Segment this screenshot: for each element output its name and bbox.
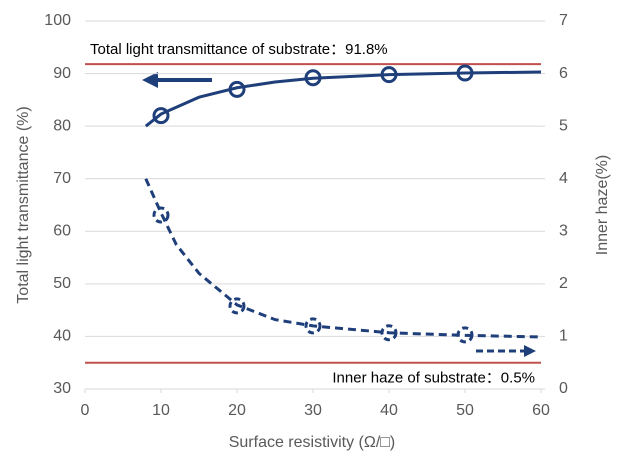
x-tick-label: 40	[380, 402, 398, 419]
y2-tick-label: 4	[559, 170, 568, 187]
x-tick-label: 50	[456, 402, 474, 419]
y-tick-label: 90	[53, 65, 71, 82]
reference-label: Inner haze of substrate：0.5%	[332, 370, 535, 387]
y2-tick-label: 6	[559, 65, 568, 82]
y2-tick-label: 5	[559, 117, 568, 134]
y2-tick-label: 0	[559, 380, 568, 397]
series-line	[144, 178, 542, 339]
x-axis-title: Surface resistivity (Ω/□)	[229, 434, 396, 451]
x-tick-label: 10	[152, 402, 170, 419]
y-tick-label: 60	[53, 223, 71, 240]
y-tick-label: 50	[53, 275, 71, 292]
series-line	[144, 70, 542, 128]
y-tick-label: 80	[53, 117, 71, 134]
y2-axis-title: Inner haze(%)	[594, 155, 611, 256]
y2-tick-label: 1	[559, 328, 568, 345]
y-axis-title: Total light transmittance (%)	[15, 106, 32, 303]
y-tick-label: 30	[53, 380, 71, 397]
reference-label: Total light transmittance of substrate：9…	[90, 41, 388, 58]
y-tick-label: 40	[53, 328, 71, 345]
y2-tick-label: 7	[559, 12, 568, 29]
y-tick-label: 100	[44, 12, 71, 29]
y2-tick-label: 2	[559, 275, 568, 292]
x-tick-label: 20	[228, 402, 246, 419]
x-tick-label: 60	[532, 402, 550, 419]
y2-tick-label: 3	[559, 223, 568, 240]
x-tick-label: 0	[81, 402, 90, 419]
y-tick-label: 70	[53, 170, 71, 187]
x-tick-label: 30	[304, 402, 322, 419]
